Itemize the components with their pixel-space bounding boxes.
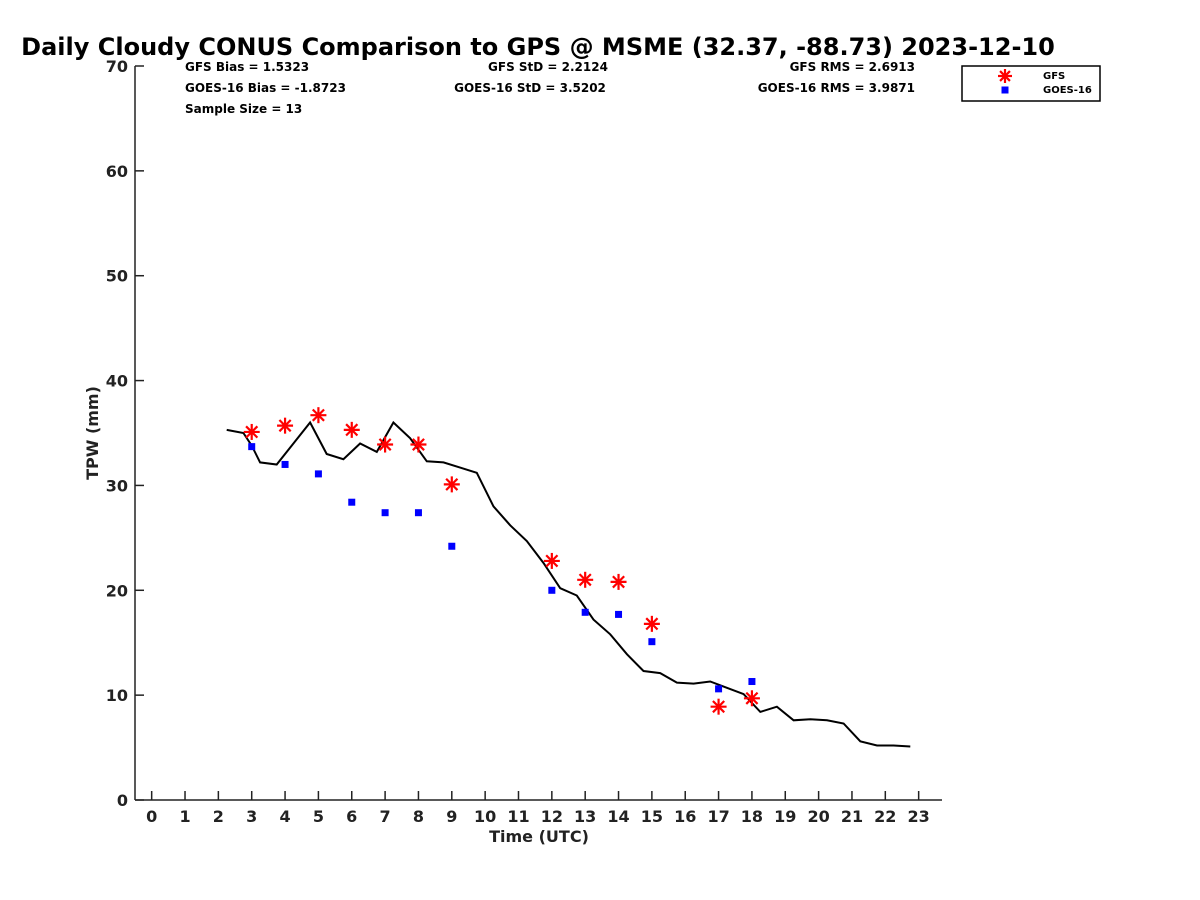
gfs-point [277,417,294,434]
x-tick-label: 18 [741,807,763,826]
gfs-point-stroke [345,423,359,437]
gfs-point-stroke [445,477,459,491]
x-tick-label: 22 [874,807,896,826]
y-tick-label: 30 [106,476,128,495]
x-tick-label: 15 [641,807,663,826]
gfs-point [243,423,260,440]
goes-bias-stat: GOES-16 Bias = -1.8723 [185,81,346,95]
legend-box [961,65,1101,102]
x-tick-label: 13 [574,807,596,826]
goes-point [348,498,356,506]
x-tick-label: 14 [607,807,629,826]
goes-point [548,586,556,594]
gfs-point [410,436,427,453]
x-tick-label: 4 [279,807,290,826]
x-tick-label: 5 [313,807,324,826]
y-tick-label: 20 [106,581,128,600]
x-axis-label: Time (UTC) [489,827,589,846]
legend-goes-label: GOES-16 [1043,85,1092,96]
x-tick-label: 17 [707,807,729,826]
y-tick-label: 70 [106,57,128,76]
gfs-point-stroke [745,691,759,705]
goes-point [314,470,322,478]
gfs-point-stroke [278,419,292,433]
y-tick-label: 40 [106,372,128,391]
x-tick-label: 8 [413,807,424,826]
gfs-point-stroke [412,438,425,451]
goes-point [448,542,456,550]
legend-gfs-label: GFS [1043,71,1065,82]
x-tick-label: 21 [841,807,863,826]
x-tick-label: 12 [541,807,563,826]
gfs-point [643,615,660,632]
goes-point [381,509,389,517]
x-tick-label: 6 [346,807,357,826]
goes-rms-stat: GOES-16 RMS = 3.9871 [758,81,915,95]
goes-point [414,509,422,517]
gfs-point-stroke [311,408,325,422]
gfs-point [377,436,394,453]
gfs-point [310,407,327,424]
sample-size-stat: Sample Size = 13 [185,102,302,116]
gps-series-line [226,420,911,748]
x-tick-label: 23 [908,807,930,826]
gfs-point-stroke [578,573,592,587]
gfs-point-stroke [245,425,259,439]
x-tick-label: 9 [446,807,457,826]
legend: GFS GOES-16 [961,65,1101,102]
goes-point [248,443,256,451]
x-tick-label: 3 [246,807,257,826]
gfs-point-stroke [612,575,625,589]
legend-gfs-marker [998,69,1012,83]
goes-std-stat: GOES-16 StD = 3.5202 [454,81,606,95]
x-tick-label: 10 [474,807,496,826]
gfs-point [443,476,460,493]
legend-gfs-asterisk [998,69,1012,83]
goes-point [581,608,589,616]
x-tick-label: 1 [179,807,190,826]
gfs-point-stroke [645,617,659,631]
y-tick-label: 10 [106,686,128,705]
gfs-point-stroke [712,700,726,714]
goes-point [281,460,289,468]
y-tick-label: 50 [106,267,128,286]
gfs-std-stat: GFS StD = 2.2124 [488,60,608,74]
goes-point [648,638,656,646]
gfs-point-stroke [378,438,392,451]
x-tick-label: 19 [774,807,796,826]
legend-goes-marker [1001,86,1009,94]
y-axis-label: TPW (mm) [83,386,102,480]
goes-point [748,678,756,686]
legend-gfs-asterisk-stroke [999,70,1011,82]
x-tick-label: 0 [146,807,157,826]
gfs-point [543,552,560,569]
x-tick-label: 2 [213,807,224,826]
gfs-point [710,698,727,715]
gfs-bias-stat: GFS Bias = 1.5323 [185,60,309,74]
chart-title: Daily Cloudy CONUS Comparison to GPS @ M… [21,33,1055,61]
goes-point [715,685,723,693]
goes-point [615,610,623,618]
x-tick-label: 7 [380,807,391,826]
gfs-point [343,421,360,438]
gfs-point-stroke [545,554,559,568]
gfs-point [577,571,594,588]
gfs-point [610,573,627,590]
x-tick-label: 16 [674,807,696,826]
x-tick-label: 20 [807,807,829,826]
y-tick-label: 0 [117,791,128,810]
gfs-rms-stat: GFS RMS = 2.6913 [790,60,915,74]
gfs-point [743,690,760,707]
y-tick-label: 60 [106,162,128,181]
x-tick-label: 11 [507,807,529,826]
